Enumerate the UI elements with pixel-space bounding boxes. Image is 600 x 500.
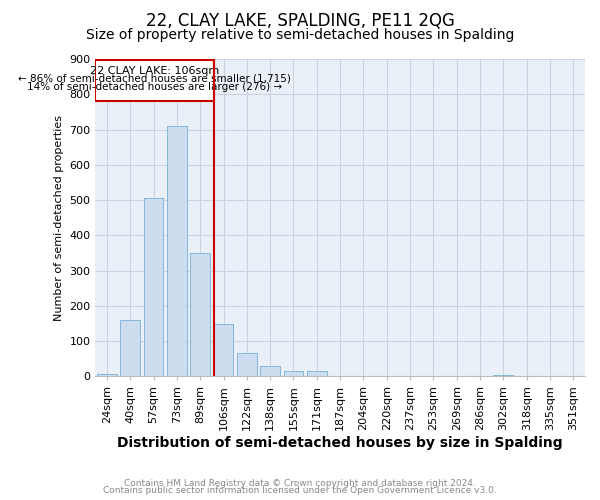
Text: ← 86% of semi-detached houses are smaller (1,715): ← 86% of semi-detached houses are smalle… xyxy=(18,74,291,84)
Bar xyxy=(167,126,187,376)
Bar xyxy=(214,324,233,376)
Y-axis label: Number of semi-detached properties: Number of semi-detached properties xyxy=(54,114,64,320)
Text: 22 CLAY LAKE: 106sqm: 22 CLAY LAKE: 106sqm xyxy=(90,66,219,76)
Bar xyxy=(121,320,140,376)
X-axis label: Distribution of semi-detached houses by size in Spalding: Distribution of semi-detached houses by … xyxy=(118,436,563,450)
Bar xyxy=(97,374,117,376)
Text: 14% of semi-detached houses are larger (276) →: 14% of semi-detached houses are larger (… xyxy=(27,82,282,92)
Bar xyxy=(237,354,257,376)
Bar xyxy=(190,253,210,376)
Bar xyxy=(143,198,163,376)
Text: Contains HM Land Registry data © Crown copyright and database right 2024.: Contains HM Land Registry data © Crown c… xyxy=(124,478,476,488)
Bar xyxy=(493,374,513,376)
Bar xyxy=(95,60,214,102)
Bar xyxy=(284,371,304,376)
Text: Contains public sector information licensed under the Open Government Licence v3: Contains public sector information licen… xyxy=(103,486,497,495)
Bar xyxy=(260,366,280,376)
Text: 22, CLAY LAKE, SPALDING, PE11 2QG: 22, CLAY LAKE, SPALDING, PE11 2QG xyxy=(146,12,454,30)
Bar xyxy=(307,371,327,376)
Text: Size of property relative to semi-detached houses in Spalding: Size of property relative to semi-detach… xyxy=(86,28,514,42)
